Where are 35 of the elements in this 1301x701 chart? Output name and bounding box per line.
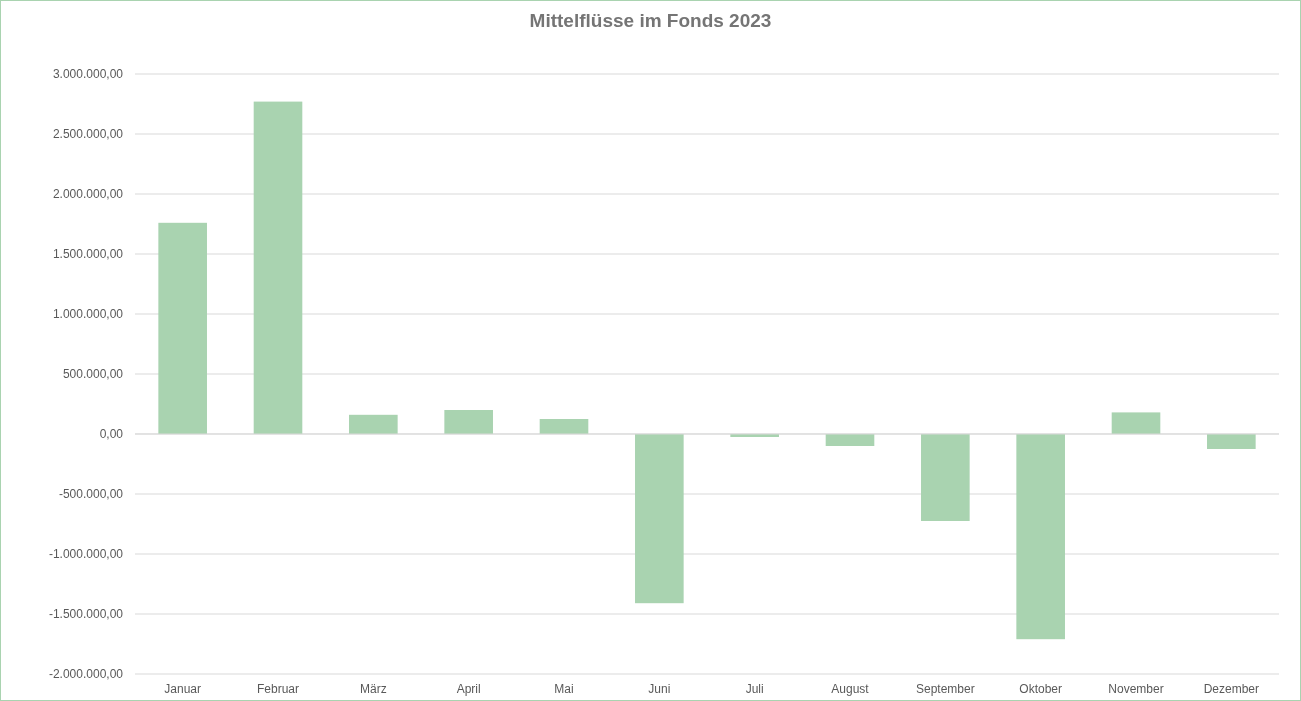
x-tick-label: August — [831, 682, 870, 696]
y-tick-label: 3.000.000,00 — [52, 67, 124, 81]
x-tick-label: April — [456, 682, 481, 696]
x-tick-label: Juli — [745, 682, 764, 696]
chart-title: Mittelflüsse im Fonds 2023 — [529, 10, 772, 31]
y-tick-label: -500.000,00 — [58, 487, 124, 501]
x-tick-label: Dezember — [1203, 682, 1260, 696]
y-tick-label: 0,00 — [99, 427, 124, 441]
x-tick-label: Oktober — [1019, 682, 1063, 696]
x-tick-label: September — [915, 682, 975, 696]
y-tick-label: -2.000.000,00 — [48, 667, 124, 681]
bar — [825, 434, 875, 446]
bar — [1016, 434, 1065, 640]
bar — [1111, 412, 1161, 434]
y-tick-label: 2.000.000,00 — [52, 187, 124, 201]
bar — [539, 419, 589, 434]
x-tick-label: Januar — [164, 682, 202, 696]
bar — [635, 434, 684, 604]
bar — [158, 222, 207, 434]
y-tick-label: -1.000.000,00 — [48, 547, 124, 561]
bar — [921, 434, 970, 521]
bar — [1207, 434, 1256, 449]
x-tick-label: November — [1108, 682, 1164, 696]
y-tick-label: 1.500.000,00 — [52, 247, 124, 261]
x-tick-label: Februar — [256, 682, 300, 696]
x-tick-label: Juni — [648, 682, 671, 696]
y-tick-label: 1.000.000,00 — [52, 307, 124, 321]
x-tick-label: März — [360, 682, 387, 696]
y-tick-label: -1.500.000,00 — [48, 607, 124, 621]
bar — [349, 414, 398, 434]
x-tick-label: Mai — [554, 682, 574, 696]
bar — [253, 101, 303, 434]
y-tick-label: 500.000,00 — [62, 367, 124, 381]
bar — [444, 410, 493, 434]
y-tick-label: 2.500.000,00 — [52, 127, 124, 141]
